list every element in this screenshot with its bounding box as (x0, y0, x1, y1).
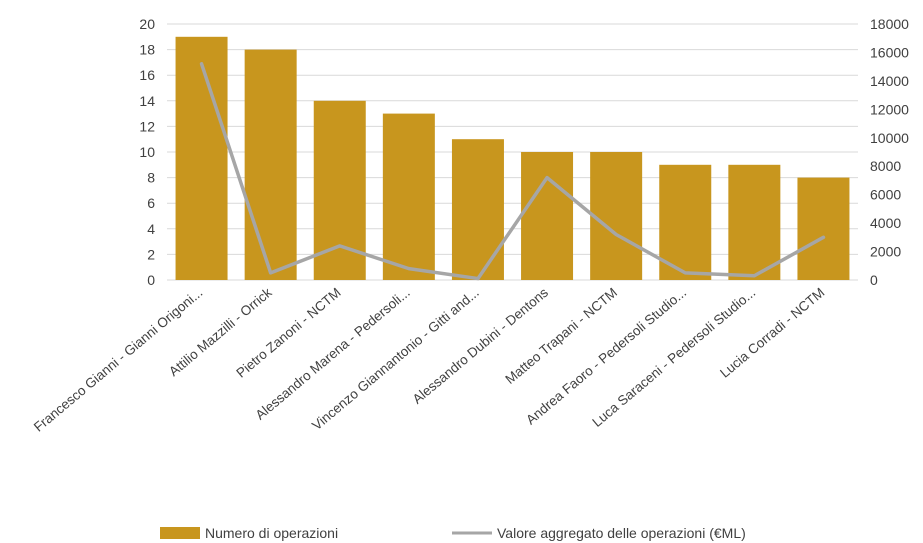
left-tick-label: 6 (147, 195, 155, 211)
category-label: Alessandro Dubini - Dentons (410, 285, 551, 407)
line-point (546, 177, 548, 179)
bar (382, 113, 435, 280)
line-path (199, 62, 826, 281)
line-point (753, 275, 755, 277)
bar (521, 152, 574, 280)
left-tick-label: 20 (139, 16, 155, 32)
legend-bar-swatch (160, 527, 200, 539)
line-point (408, 268, 410, 270)
bar-series (175, 36, 850, 280)
legend-line-label: Valore aggregato delle operazioni (€ML) (497, 525, 746, 541)
left-tick-label: 10 (139, 144, 155, 160)
right-tick-label: 16000 (870, 44, 909, 60)
line-point (270, 272, 272, 274)
right-axis-ticks: 0 2000 4000 6000 8000 10000 12000 14000 16000 180… (870, 16, 909, 288)
left-tick-label: 16 (139, 67, 155, 83)
left-tick-label: 18 (139, 42, 155, 58)
legend-bar-label: Numero di operazioni (205, 525, 338, 541)
right-tick-label: 12000 (870, 101, 909, 117)
bar (659, 164, 712, 280)
line-point (339, 245, 341, 247)
right-tick-label: 18000 (870, 16, 909, 32)
line-point (684, 272, 686, 274)
category-label: Matteo Trapani - NCTM (502, 285, 620, 387)
left-tick-label: 14 (139, 93, 155, 109)
line-point (822, 236, 824, 238)
left-axis-ticks: 0 2 4 6 8 10 12 14 16 18 20 (139, 16, 155, 288)
right-tick-label: 8000 (870, 158, 901, 174)
left-tick-label: 0 (147, 272, 155, 288)
right-tick-label: 6000 (870, 187, 901, 203)
right-tick-label: 10000 (870, 130, 909, 146)
left-tick-label: 12 (139, 118, 155, 134)
bar (728, 164, 781, 280)
left-tick-label: 8 (147, 170, 155, 186)
right-tick-label: 4000 (870, 215, 901, 231)
right-tick-label: 0 (870, 272, 878, 288)
bar (590, 152, 643, 280)
line-series (199, 62, 826, 281)
line-point (615, 233, 617, 235)
line-point (201, 63, 203, 65)
category-labels: Francesco Gianni - Gianni Origoni...Atti… (31, 285, 828, 435)
bar (451, 139, 504, 280)
left-tick-label: 2 (147, 246, 155, 262)
bar (244, 49, 297, 280)
bar (175, 36, 228, 280)
line-point (477, 278, 479, 280)
left-tick-label: 4 (147, 221, 155, 237)
legend: Numero di operazioni Valore aggregato de… (160, 525, 746, 541)
bar (797, 177, 850, 280)
right-tick-label: 2000 (870, 244, 901, 260)
right-tick-label: 14000 (870, 73, 909, 89)
